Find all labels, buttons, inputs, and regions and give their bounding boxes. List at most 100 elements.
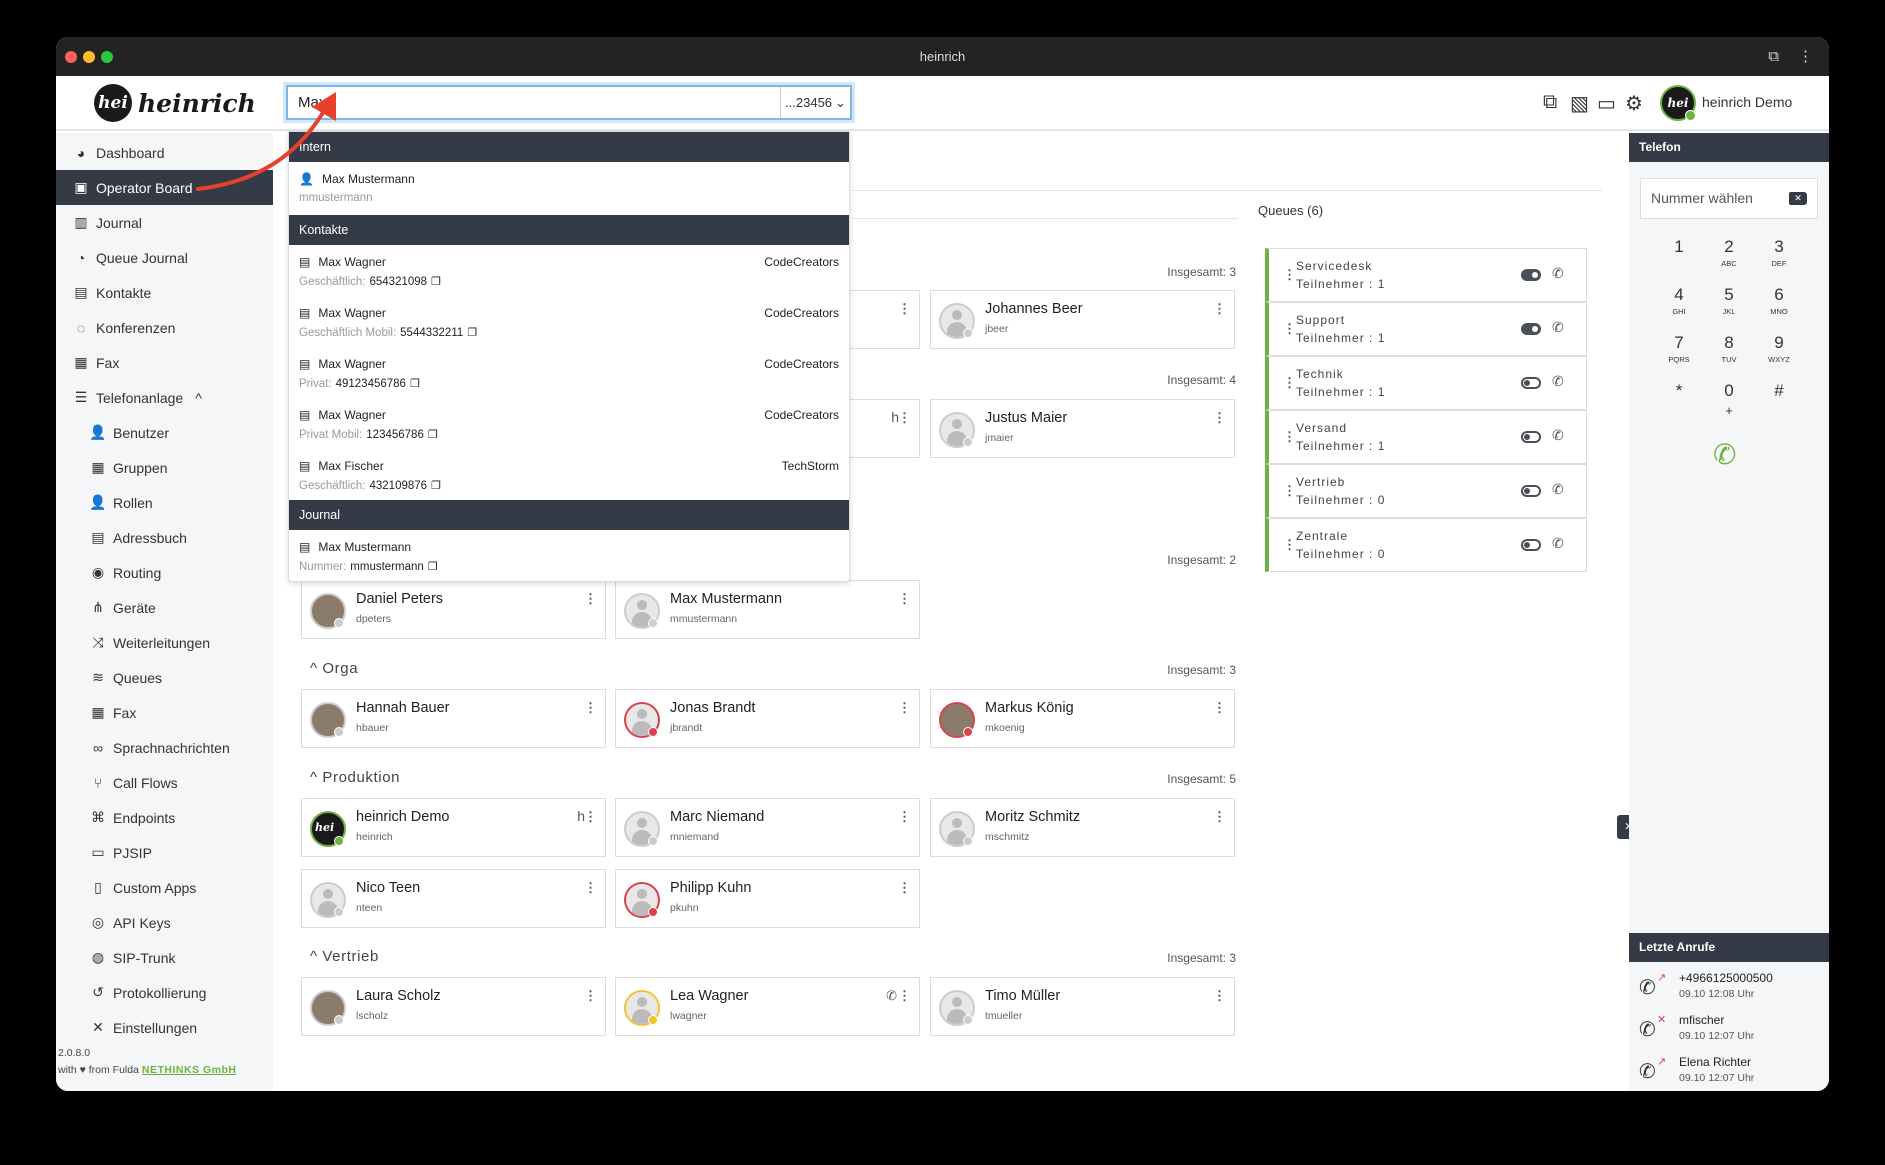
phone-icon[interactable]: ✆ [1552, 373, 1564, 389]
sidebar-item-call-flows[interactable]: ⑂ Call Flows [56, 765, 273, 800]
sidebar-item-ger-te[interactable]: ⋔ Geräte [56, 590, 273, 625]
external-link-icon[interactable]: ⧉ [1543, 91, 1558, 113]
user-card[interactable]: hei heinrich Demo heinrich h ⋮ [301, 798, 606, 857]
group-header[interactable]: ^ Orga [310, 660, 358, 677]
sidebar-item-operator-board[interactable]: ▣ Operator Board [56, 170, 273, 205]
sidebar-item-weiterleitungen[interactable]: ⤨ Weiterleitungen [56, 625, 273, 660]
phone-icon[interactable]: ✆ [886, 988, 897, 1003]
user-card[interactable]: Nico Teen nteen ⋮ [301, 869, 606, 928]
kebab-menu-icon[interactable]: ⋮ [898, 410, 911, 425]
recent-call[interactable]: ✆ ↗ +4966125000500 09.10 12:08 Uhr [1639, 971, 1829, 1013]
kebab-menu-icon[interactable]: ⋮ [1213, 988, 1226, 1003]
kebab-menu-icon[interactable]: ⋮ [584, 988, 597, 1003]
search-result[interactable]: ▤ Max Wagner CodeCreators Geschäftlich: 6543… [289, 245, 849, 296]
kebab-menu-icon[interactable]: ⋮ [1283, 483, 1296, 498]
nethinks-link[interactable]: NETHINKS GmbH [141, 1064, 237, 1076]
copy-icon[interactable]: ❐ [431, 276, 441, 288]
sidebar-item-protokollierung[interactable]: ↺ Protokollierung [56, 975, 273, 1010]
dial-key[interactable]: 6 MNO [1759, 285, 1799, 316]
number-select[interactable]: ...23456 ⌄ [780, 87, 850, 118]
queue-toggle[interactable] [1521, 485, 1541, 497]
copy-icon[interactable]: ❐ [427, 429, 438, 441]
search-result[interactable]: ▤ Max Wagner CodeCreators Privat Mobil: 1234… [289, 398, 849, 449]
user-avatar[interactable]: hei [1660, 85, 1696, 121]
kebab-menu-icon[interactable]: ⋮ [1213, 700, 1226, 715]
kebab-menu-icon[interactable]: ⋮ [1283, 321, 1296, 336]
user-card[interactable]: Timo Müller tmueller ⋮ [930, 977, 1235, 1036]
dial-key[interactable]: * [1659, 381, 1699, 403]
kebab-menu-icon[interactable]: ⋮ [584, 809, 597, 824]
user-card[interactable]: Johannes Beer jbeer ⋮ [930, 290, 1235, 349]
kebab-menu-icon[interactable]: ⋮ [1283, 375, 1296, 390]
sidebar-item-sip-trunk[interactable]: ◍ SIP-Trunk [56, 940, 273, 975]
sidebar-item-adressbuch[interactable]: ▤ Adressbuch [56, 520, 273, 555]
recent-call[interactable]: ✆ ↗ Elena Richter 09.10 12:07 Uhr [1639, 1055, 1829, 1091]
kebab-menu-icon[interactable]: ⋮ [1213, 809, 1226, 824]
more-menu-icon[interactable]: ⋮ [1798, 48, 1813, 65]
sidebar-item-gruppen[interactable]: ▦ Gruppen [56, 450, 273, 485]
kebab-menu-icon[interactable]: ⋮ [1283, 267, 1296, 282]
kebab-menu-icon[interactable]: ⋮ [898, 809, 911, 824]
phone-icon[interactable]: ✆ [1552, 481, 1564, 497]
user-card[interactable]: Moritz Schmitz mschmitz ⋮ [930, 798, 1235, 857]
kebab-menu-icon[interactable]: ⋮ [898, 988, 911, 1003]
user-card[interactable]: Justus Maier jmaier ⋮ [930, 399, 1235, 458]
queue-toggle[interactable] [1521, 377, 1541, 389]
kebab-menu-icon[interactable]: ⋮ [584, 591, 597, 606]
kebab-menu-icon[interactable]: ⋮ [1283, 537, 1296, 552]
user-card[interactable]: Jonas Brandt jbrandt ⋮ [615, 689, 920, 748]
queue-row[interactable]: ⋮ Versand Teilnehmer : 1 ✆ [1265, 410, 1587, 464]
phone-icon[interactable]: ✆ [1552, 427, 1564, 443]
sidebar-item-einstellungen[interactable]: ✕ Einstellungen [56, 1010, 273, 1045]
kebab-menu-icon[interactable]: ⋮ [1213, 301, 1226, 316]
phone-icon[interactable]: ✆ [1552, 319, 1564, 335]
dial-key[interactable]: 4 GHI [1659, 285, 1699, 316]
queue-row[interactable]: ⋮ Vertrieb Teilnehmer : 0 ✆ [1265, 464, 1587, 518]
extension-icon[interactable]: ⧉ [1768, 48, 1779, 65]
queue-toggle[interactable] [1521, 323, 1541, 335]
search-result[interactable]: 👤 Max Mustermann mmustermann [289, 162, 849, 215]
dial-key[interactable]: 1 [1659, 237, 1699, 259]
group-header[interactable]: ^ Vertrieb [310, 948, 379, 965]
sidebar-item-kontakte[interactable]: ▤ Kontakte [56, 275, 273, 310]
group-header[interactable]: ^ Produktion [310, 769, 400, 786]
queue-toggle[interactable] [1521, 269, 1541, 281]
logo[interactable]: hei heinrich [94, 84, 256, 122]
search-result[interactable]: ▤ Max Wagner CodeCreators Geschäftlich Mobi… [289, 296, 849, 347]
copy-icon[interactable]: ❐ [431, 480, 441, 492]
kebab-menu-icon[interactable]: ⋮ [898, 591, 911, 606]
sidebar-item-pjsip[interactable]: ▭ PJSIP [56, 835, 273, 870]
kebab-menu-icon[interactable]: ⋮ [898, 880, 911, 895]
sidebar-item-endpoints[interactable]: ⌘ Endpoints [56, 800, 273, 835]
queue-row[interactable]: ⋮ Support Teilnehmer : 1 ✆ [1265, 302, 1587, 356]
sidebar-item-konferenzen[interactable]: ◌ Konferenzen [56, 310, 273, 345]
user-card[interactable]: Marc Niemand mniemand ⋮ [615, 798, 920, 857]
copy-icon[interactable]: ❐ [427, 561, 438, 573]
dial-key[interactable]: # [1759, 381, 1799, 403]
user-name[interactable]: heinrich Demo [1702, 94, 1793, 110]
sidebar-item-journal[interactable]: ▥ Journal [56, 205, 273, 240]
dial-key[interactable]: 7 PQRS [1659, 333, 1699, 364]
sidebar-item-api-keys[interactable]: ◎ API Keys [56, 905, 273, 940]
sidebar-item-fax[interactable]: ▦ Fax [56, 345, 273, 380]
kebab-menu-icon[interactable]: ⋮ [584, 700, 597, 715]
phone-icon[interactable]: ✆ [1552, 265, 1564, 281]
user-card[interactable]: Hannah Bauer hbauer ⋮ [301, 689, 606, 748]
copy-icon[interactable]: ❐ [409, 378, 420, 390]
close-window-button[interactable] [65, 51, 77, 63]
search-input[interactable] [288, 87, 780, 118]
gear-icon[interactable]: ⚙ [1625, 93, 1643, 115]
sidebar-item-benutzer[interactable]: 👤 Benutzer [56, 415, 273, 450]
user-card[interactable]: Laura Scholz lscholz ⋮ [301, 977, 606, 1036]
call-button[interactable]: ✆ [1713, 439, 1737, 470]
fax-off-icon[interactable]: ▧ [1570, 93, 1589, 115]
backspace-icon[interactable]: ✕ [1789, 192, 1807, 205]
sidebar-item-routing[interactable]: ◉ Routing [56, 555, 273, 590]
search-result[interactable]: ▤ Max Wagner CodeCreators Privat: 4912345678… [289, 347, 849, 398]
sidebar-item-custom-apps[interactable]: ▯ Custom Apps [56, 870, 273, 905]
kebab-menu-icon[interactable]: ⋮ [1283, 429, 1296, 444]
queue-toggle[interactable] [1521, 539, 1541, 551]
phone-icon[interactable]: ✆ [1552, 535, 1564, 551]
sidebar-item-dashboard[interactable]: ◕ Dashboard [56, 135, 273, 170]
sidebar-item-fax[interactable]: ▦ Fax [56, 695, 273, 730]
